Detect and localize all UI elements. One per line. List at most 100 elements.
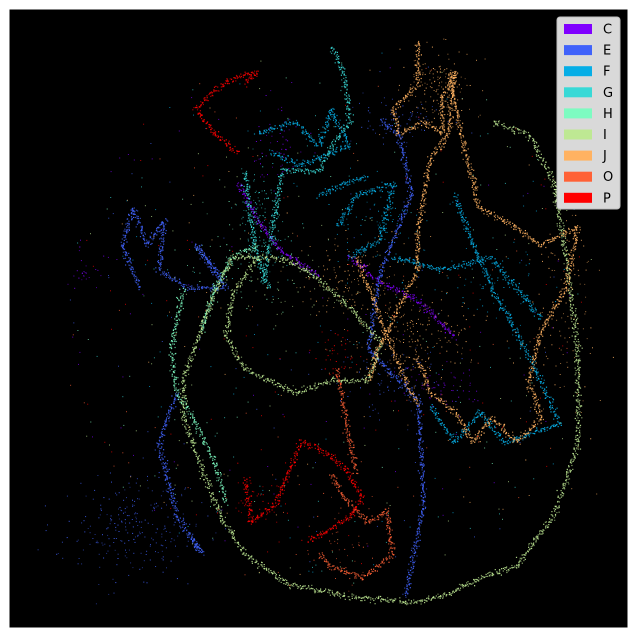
data-point [392,131,395,133]
data-point [410,197,412,199]
data-point [521,341,523,343]
data-point [419,410,421,412]
data-point [440,424,442,426]
data-point [72,336,74,338]
data-point [418,302,420,304]
data-point [370,314,372,317]
data-point [115,538,117,539]
data-point [396,123,398,125]
data-point [380,227,382,229]
data-point [237,183,239,185]
data-point [391,187,394,189]
data-point [503,287,505,288]
data-point [85,516,87,518]
data-point [342,214,344,216]
data-point [384,256,386,258]
data-point [550,403,552,405]
data-point [293,262,295,264]
data-point [178,519,180,521]
data-point [278,155,280,157]
data-point [398,448,400,450]
data-point [331,46,333,48]
data-point [271,215,273,217]
data-point [403,210,405,212]
data-point [263,132,265,135]
data-point [207,515,209,517]
data-point [383,122,385,124]
data-point [523,374,525,376]
data-point [422,515,424,517]
data-point [329,147,331,149]
data-point [183,529,185,531]
data-point [491,295,494,297]
data-point [393,375,395,377]
data-point [405,172,407,174]
data-point [301,162,303,164]
data-point [186,284,188,286]
data-point [349,179,351,181]
data-point [243,197,245,199]
data-point [382,217,385,219]
data-point [543,390,545,392]
data-point [366,366,368,368]
data-point [312,571,314,573]
data-point [113,538,115,539]
data-point [450,266,452,269]
data-point [380,189,382,191]
data-point [541,315,543,318]
data-point [353,237,355,239]
data-point [511,325,513,327]
data-point [175,395,177,397]
data-point [360,234,362,236]
data-point [346,84,348,86]
data-point [382,282,384,284]
data-point [374,408,376,410]
data-point [270,90,272,92]
data-point [171,395,173,397]
data-point [372,243,374,245]
data-point [178,278,181,280]
data-point [207,266,209,268]
data-point [420,113,422,115]
data-point [421,478,423,480]
data-point [410,401,412,403]
data-point [47,524,48,526]
data-point [412,561,414,563]
data-point [321,161,323,163]
data-point [492,284,494,286]
data-point [206,259,208,261]
data-point [492,286,494,288]
data-point [349,183,351,185]
data-point [368,406,370,408]
data-point [455,433,457,435]
data-point [273,128,275,130]
data-point [423,388,425,390]
data-point [341,216,343,219]
data-point [143,232,146,234]
data-point [319,156,321,158]
data-point [191,538,193,540]
data-point [422,503,424,505]
data-point [342,220,344,222]
data-point [267,247,269,249]
data-point [164,434,166,436]
data-point [489,281,491,283]
data-point [418,527,420,529]
data-point [302,131,304,133]
data-point [436,416,438,418]
data-point [439,266,441,268]
data-point [327,152,330,154]
data-point [346,98,348,100]
data-point [468,422,470,424]
data-point [162,425,165,428]
data-point [308,172,310,174]
data-point [161,229,162,231]
data-point [289,255,291,257]
data-point [421,453,424,455]
data-point [273,154,276,156]
data-point [141,521,143,523]
data-point [242,193,244,195]
data-point [390,215,392,217]
data-point [263,275,265,277]
data-point [197,287,200,289]
